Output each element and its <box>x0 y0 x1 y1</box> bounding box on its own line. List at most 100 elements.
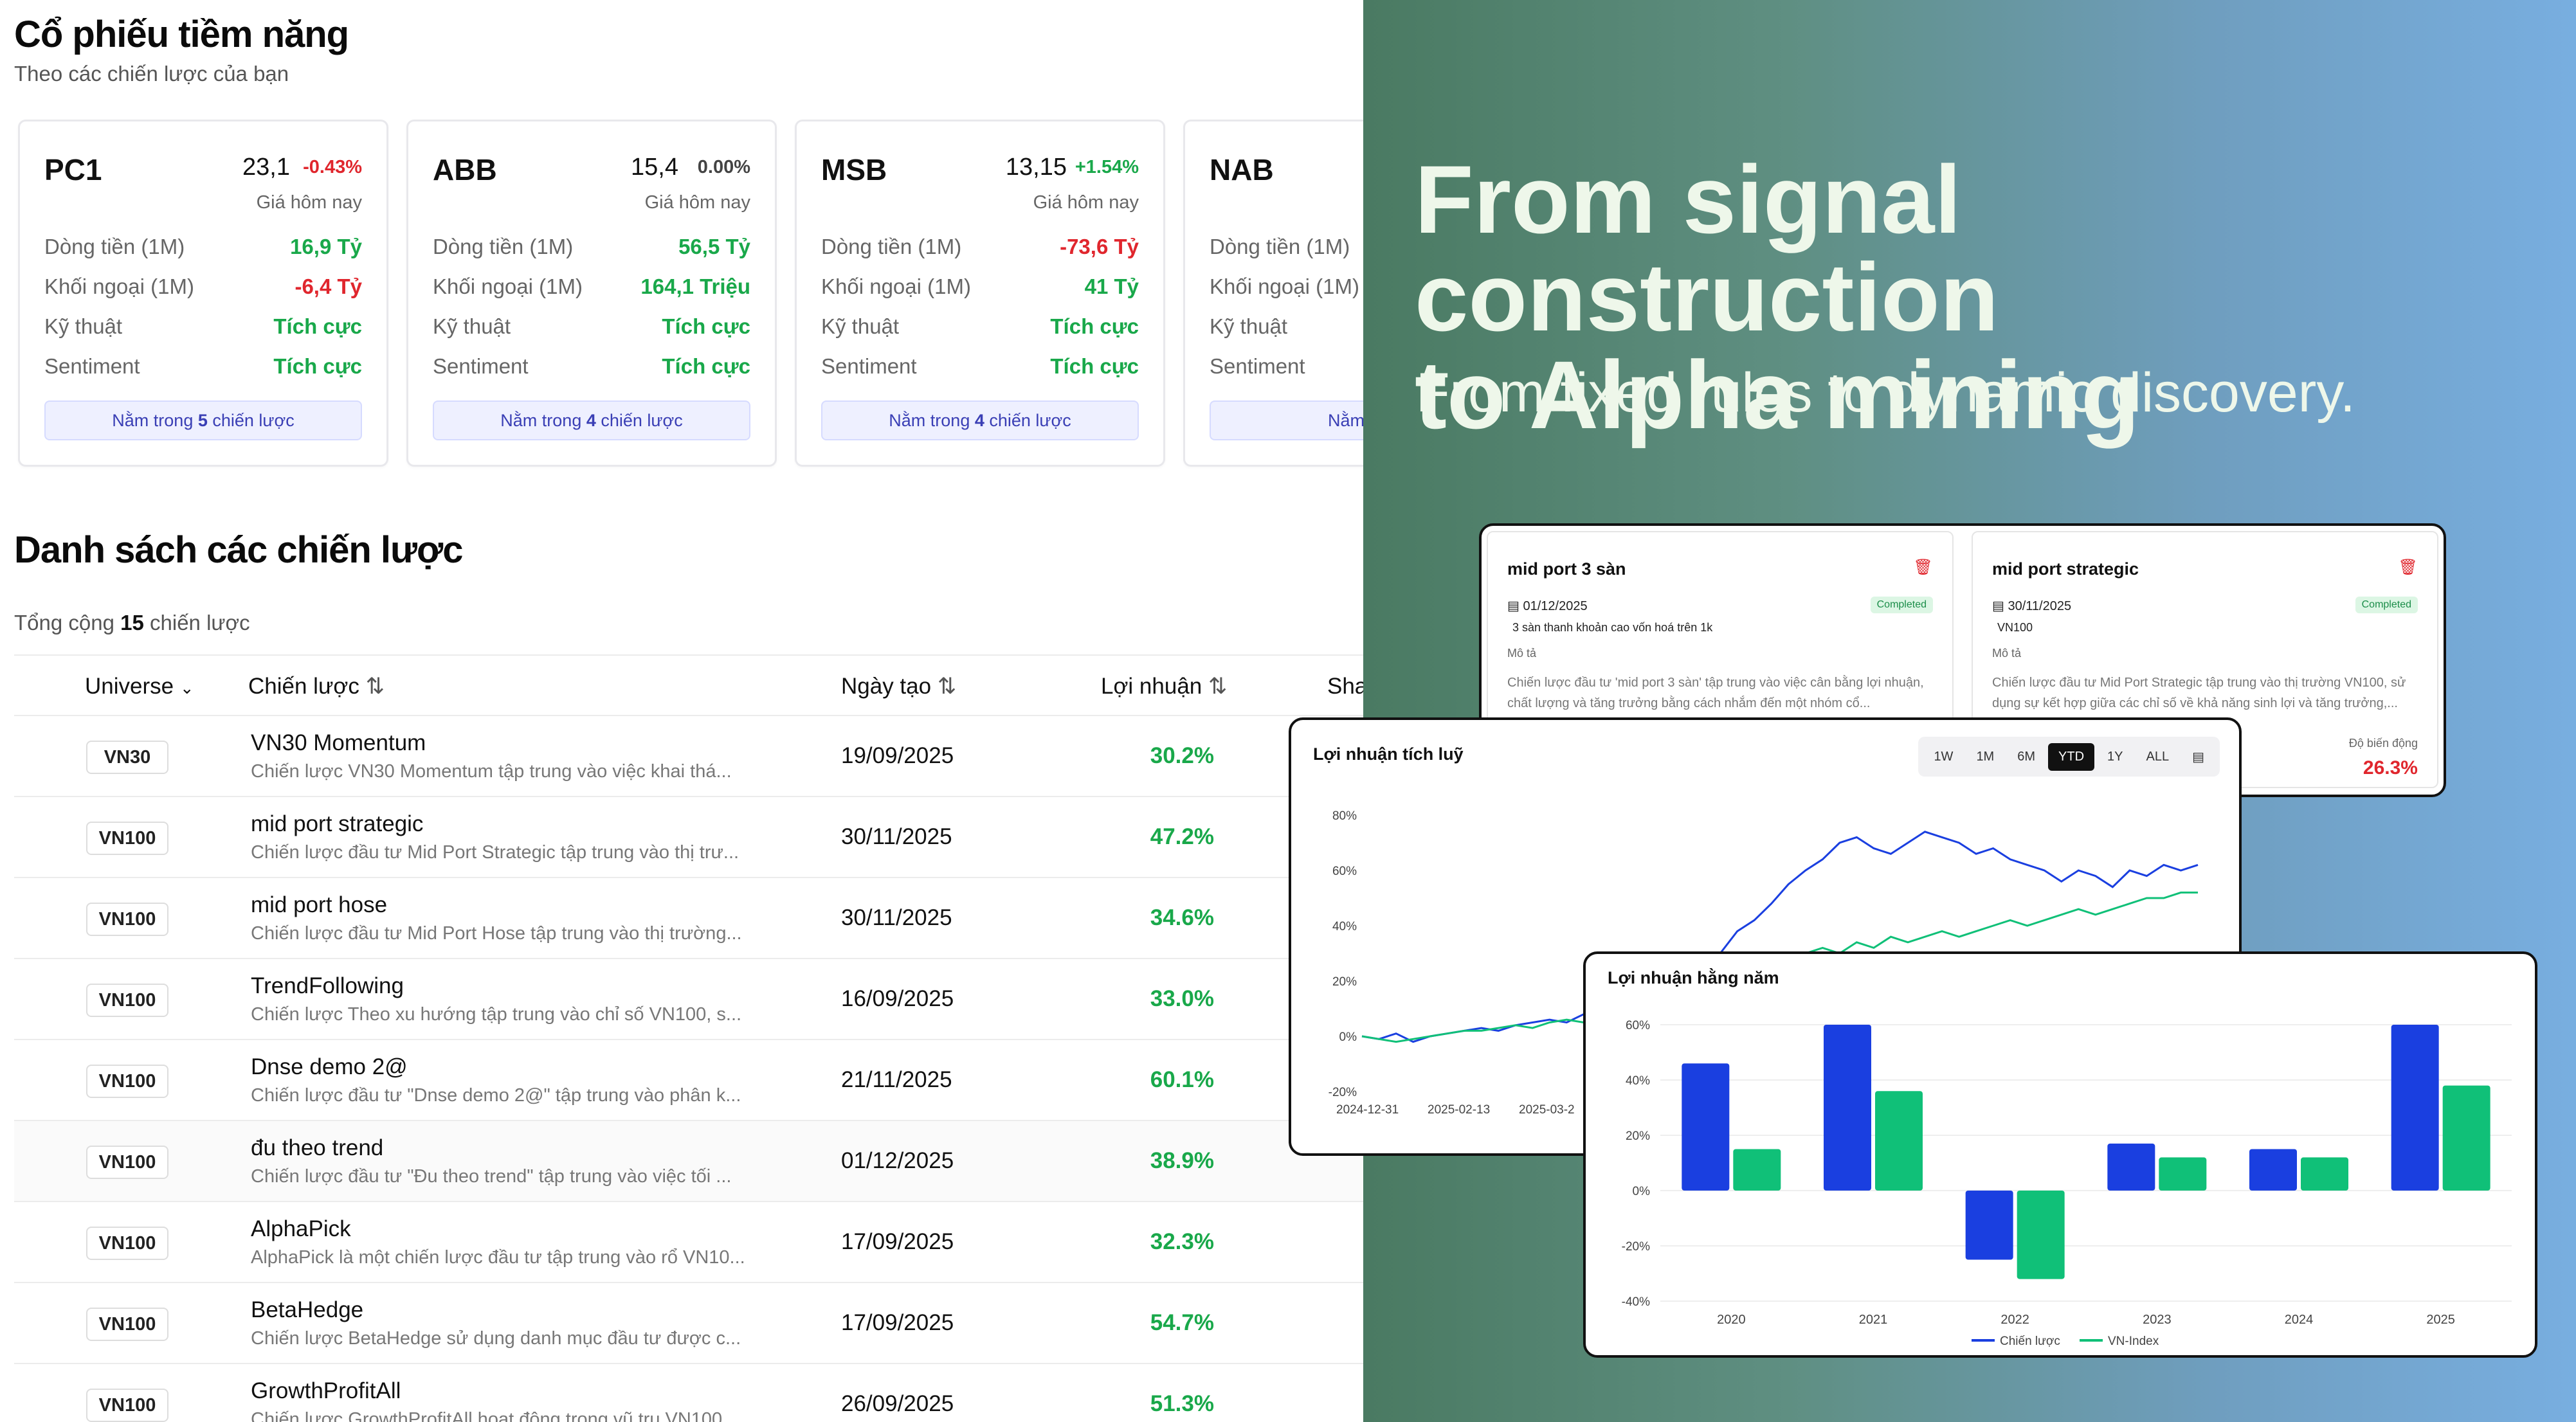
strategy-total: Tổng cộng 15 chiến lược <box>14 611 250 634</box>
col-return[interactable]: Lợi nhuận ⇅ <box>1101 674 1228 699</box>
stock-card[interactable]: ABB 15,4 0.00% Giá hôm nay Dòng tiền (1M) 56,… <box>406 120 777 467</box>
strategy-desc: AlphaPick là một chiến lược đầu tư tập t… <box>251 1247 745 1268</box>
metric-row: Kỹ thuật Tích cực <box>433 314 750 339</box>
bar <box>1682 1063 1730 1191</box>
metric-row: Kỹ thuật <box>1210 314 1363 339</box>
col-strategy[interactable]: Chiến lược ⇅ <box>248 674 385 699</box>
bar <box>1875 1091 1923 1191</box>
return-value: 32.3% <box>1150 1229 1214 1254</box>
strategy-card-tag: 3 sàn thanh khoản cao vốn hoá trên 1k <box>1512 621 1713 634</box>
stock-price: 15,4 <box>631 154 678 181</box>
metric-value: Tích cực <box>273 354 362 378</box>
return-value: 51.3% <box>1150 1391 1214 1416</box>
metric-row: Sentiment Tích cực <box>821 354 1139 379</box>
timeframe-1m[interactable]: 1M <box>1976 749 1995 764</box>
y-tick-label: 20% <box>1332 975 1357 989</box>
status-badge: Completed <box>2355 597 2418 613</box>
table-row[interactable]: VN100 GrowthProfitAll Chiến lược GrowthP… <box>14 1364 1363 1422</box>
strategy-desc: Chiến lược đầu tư "Dnse demo 2@" tập tru… <box>251 1085 741 1106</box>
volatility-label: Độ biến động <box>2348 737 2418 750</box>
stock-change: +1.54% <box>1075 157 1139 177</box>
strategy-name[interactable]: TrendFollowing <box>251 973 404 998</box>
timeframe-1w[interactable]: 1W <box>1934 749 1954 764</box>
timeframe-6m[interactable]: 6M <box>2017 749 2036 764</box>
metric-row: Kỹ thuật Tích cực <box>44 314 362 339</box>
table-row[interactable]: VN100 BetaHedge Chiến lược BetaHedge sử … <box>14 1283 1363 1364</box>
bar <box>2107 1143 2155 1191</box>
metric-label: Kỹ thuật <box>1210 314 1288 338</box>
strategy-name[interactable]: mid port strategic <box>251 811 424 836</box>
metric-row: Khối ngoại (1M) 164,1 Triệu <box>433 274 750 299</box>
metric-row: Khối ngoại (1M) -6,4 Tỷ <box>44 274 362 299</box>
created-date: 17/09/2025 <box>841 1310 954 1335</box>
timeframe-ytd[interactable]: YTD <box>2048 742 2095 771</box>
table-row[interactable]: VN100 mid port hose Chiến lược đầu tư Mi… <box>14 878 1363 959</box>
universe-badge: VN100 <box>86 1146 168 1179</box>
table-row[interactable]: VN100 mid port strategic Chiến lược đầu … <box>14 797 1363 878</box>
strategy-count-badge[interactable]: Nằm trong 5 chiến lược <box>44 401 362 440</box>
timeframe-all[interactable]: ALL <box>2146 749 2170 764</box>
strategy-card-desc-label: Mô tả <box>1507 647 1537 660</box>
strategy-name[interactable]: Dnse demo 2@ <box>251 1054 408 1079</box>
timeframe-selector: 1W 1M 6M YTD 1Y ALL ▤ <box>1918 737 2220 777</box>
x-tick-label: 2025-02-13 <box>1428 1103 1490 1117</box>
universe-badge: VN100 <box>86 1227 168 1260</box>
col-created[interactable]: Ngày tạo ⇅ <box>841 674 957 699</box>
strategy-name[interactable]: GrowthProfitAll <box>251 1378 401 1403</box>
strategy-desc: Chiến lược đầu tư Mid Port Hose tập trun… <box>251 923 742 944</box>
created-date: 17/09/2025 <box>841 1229 954 1254</box>
x-tick-label: 2024 <box>2285 1313 2314 1327</box>
metric-row: Sentiment Tích cực <box>433 354 750 379</box>
created-date: 26/09/2025 <box>841 1391 954 1416</box>
strategy-count-badge[interactable]: Nằm trong 4 chiến lược <box>433 401 750 440</box>
strategy-name[interactable]: đu theo trend <box>251 1135 384 1160</box>
hero-subtitle: From fixed rules to dynamic discovery. <box>1416 362 2355 424</box>
app-panel: Cổ phiếu tiềm năng Theo các chiến lược c… <box>14 14 1363 1422</box>
strategy-desc: Chiến lược đầu tư "Đu theo trend" tập tr… <box>251 1166 732 1187</box>
universe-badge: VN100 <box>86 1389 168 1422</box>
bar <box>1733 1149 1781 1191</box>
metric-value: Tích cực <box>1050 314 1139 338</box>
created-date: 19/09/2025 <box>841 743 954 768</box>
strategy-card-desc: Chiến lược đầu tư 'mid port 3 sàn' tập t… <box>1507 676 1924 710</box>
metric-label: Dòng tiền (1M) <box>821 235 962 258</box>
strategy-desc: Chiến lược Theo xu hướng tập trung vào c… <box>251 1004 742 1025</box>
trash-icon[interactable]: 🗑 <box>1913 559 1933 576</box>
strategy-name[interactable]: AlphaPick <box>251 1216 351 1241</box>
metric-value: 164,1 Triệu <box>640 274 750 298</box>
calendar-icon[interactable]: ▤ <box>2192 750 2204 764</box>
chart-title: Lợi nhuận hằng năm <box>1608 968 1779 987</box>
stock-card[interactable]: PC1 23,1 -0.43% Giá hôm nay Dòng tiền (1M) 16… <box>18 120 388 467</box>
strategy-name[interactable]: VN30 Momentum <box>251 730 426 755</box>
table-row[interactable]: VN30 VN30 Momentum Chiến lược VN30 Momen… <box>14 716 1363 797</box>
strategy-name[interactable]: BetaHedge <box>251 1297 364 1322</box>
stock-symbol: NAB <box>1210 153 1274 186</box>
y-tick-label: 0% <box>1339 1030 1357 1044</box>
metric-label: Sentiment <box>433 354 529 378</box>
y-tick-label: 40% <box>1626 1074 1650 1088</box>
table-row[interactable]: VN100 TrendFollowing Chiến lược Theo xu … <box>14 959 1363 1040</box>
price-label: Giá hôm nay <box>1033 192 1139 213</box>
y-tick-label: 0% <box>1633 1185 1651 1198</box>
metric-label: Kỹ thuật <box>44 314 123 338</box>
stock-symbol: MSB <box>821 153 887 186</box>
col-universe[interactable]: Universe ⌄ <box>85 674 194 699</box>
strategy-count-badge[interactable]: Nằm trong <box>1210 401 1363 440</box>
strategy-count-badge[interactable]: Nằm trong 4 chiến lược <box>821 401 1139 440</box>
strategy-name[interactable]: mid port hose <box>251 892 388 917</box>
stock-symbol: PC1 <box>44 153 102 186</box>
bar <box>2249 1149 2297 1191</box>
stock-card[interactable]: NAB Dòng tiền (1M) Khối ngoại (1M) Kỹ thuật… <box>1183 120 1363 467</box>
y-tick-label: 80% <box>1332 809 1357 823</box>
stock-card[interactable]: MSB 13,15 +1.54% Giá hôm nay Dòng tiền (1M) -… <box>795 120 1165 467</box>
col-sharpe[interactable]: Sha <box>1327 674 1363 699</box>
metric-value: 41 Tỷ <box>1084 274 1139 298</box>
metric-label: Khối ngoại (1M) <box>433 274 583 298</box>
trash-icon[interactable]: 🗑 <box>2398 559 2418 576</box>
x-tick-label: 2025 <box>2426 1313 2455 1327</box>
timeframe-1y[interactable]: 1Y <box>2107 749 2123 764</box>
table-row[interactable]: VN100 AlphaPick AlphaPick là một chiến l… <box>14 1202 1363 1283</box>
table-row[interactable]: VN100 Dnse demo 2@ Chiến lược đầu tư "Dn… <box>14 1040 1363 1121</box>
table-row[interactable]: VN100 đu theo trend Chiến lược đầu tư "Đ… <box>14 1121 1363 1202</box>
strategy-card-title: mid port strategic <box>1992 559 2139 579</box>
